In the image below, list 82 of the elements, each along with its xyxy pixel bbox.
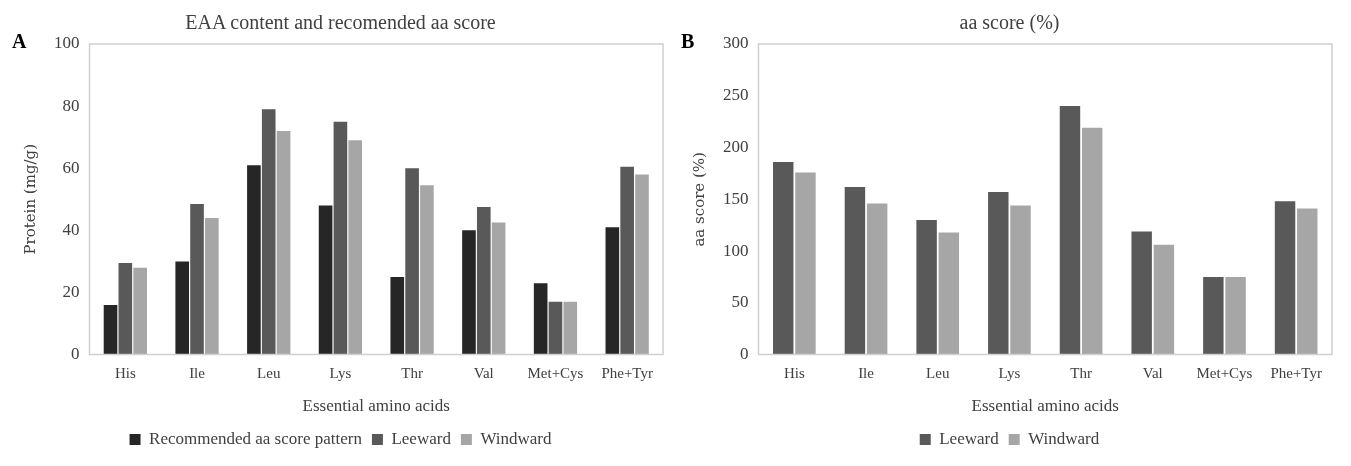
bar — [844, 186, 866, 355]
bar — [261, 109, 276, 355]
x-tick-label: Ile — [858, 364, 875, 381]
bar — [175, 261, 190, 355]
bar — [1297, 208, 1318, 355]
legend-label: Recommended aa score pattern — [149, 428, 363, 448]
bar — [605, 227, 620, 355]
x-tick-label: Val — [473, 364, 494, 381]
legend-label: Leeward — [391, 428, 452, 448]
y-tick-label: 300 — [723, 33, 749, 53]
x-tick-label: Leu — [926, 364, 950, 381]
bar — [1203, 276, 1224, 355]
text: A — [12, 30, 27, 53]
y-tick-label: 60 — [62, 157, 80, 177]
y-axis-title: Protein (mg/g) — [20, 143, 39, 255]
y-tick-label: 200 — [723, 137, 749, 156]
bar — [476, 207, 491, 355]
x-tick-label: Thr — [1070, 364, 1092, 381]
bar — [318, 205, 333, 355]
bar — [133, 267, 147, 355]
x-axis-title: Essential amino acids — [302, 396, 450, 416]
x-tick-label: Lys — [998, 364, 1021, 381]
x-tick-label: Met+Cys — [1196, 364, 1253, 381]
legend-label: Windward — [480, 428, 552, 448]
bar — [420, 185, 434, 355]
bar — [1153, 244, 1175, 355]
bar — [118, 262, 133, 355]
chart-title: aa score (%) — [959, 11, 1060, 35]
bar — [988, 192, 1009, 355]
x-tick-label: His — [783, 364, 805, 381]
bar — [563, 301, 578, 355]
bar — [333, 121, 348, 355]
bar — [103, 304, 118, 355]
bar — [620, 166, 634, 355]
bar — [533, 283, 548, 355]
x-tick-label: Lys — [329, 364, 352, 381]
x-tick-label: Met+Cys — [527, 364, 584, 381]
y-tick-label: 0 — [740, 344, 749, 364]
x-tick-label: Phe+Tyr — [601, 364, 653, 381]
bar — [348, 140, 363, 355]
bar — [405, 168, 419, 355]
legend-label: Windward — [1028, 428, 1100, 448]
y-tick-label: 150 — [723, 188, 749, 208]
bar — [795, 172, 816, 355]
y-tick-label: 20 — [62, 281, 80, 301]
bar — [1081, 127, 1103, 355]
x-tick-label: Ile — [189, 364, 206, 381]
bar — [548, 301, 563, 355]
bar — [1131, 231, 1152, 355]
y-tick-label: 100 — [54, 33, 80, 53]
bar — [938, 232, 960, 355]
bar — [773, 162, 794, 355]
x-tick-label: Val — [1142, 364, 1163, 381]
bar — [205, 217, 219, 355]
y-tick-label: 250 — [723, 85, 749, 105]
y-axis-title: aa score (%) — [689, 152, 708, 247]
bar — [1059, 106, 1081, 355]
y-tick-label: 0 — [71, 344, 80, 364]
bar — [635, 174, 649, 355]
y-tick-label: 50 — [731, 292, 749, 312]
bar — [276, 130, 291, 355]
bar — [866, 203, 888, 355]
bar — [491, 222, 506, 355]
bar — [462, 230, 476, 355]
y-tick-label: 40 — [62, 219, 80, 239]
bar — [1274, 201, 1296, 355]
bar — [1010, 205, 1031, 355]
x-tick-label: Phe+Tyr — [1270, 364, 1322, 381]
x-tick-label: His — [114, 364, 136, 381]
chart-title: EAA content and recomended aa score — [185, 11, 496, 34]
bar — [390, 276, 405, 355]
legend-label: Leeward — [939, 428, 1000, 448]
x-axis-title: Essential amino acids — [971, 396, 1119, 416]
bar — [247, 165, 261, 355]
bar — [916, 220, 937, 355]
x-tick-label: Leu — [257, 364, 281, 381]
bar — [1225, 276, 1246, 355]
y-tick-label: 100 — [723, 240, 749, 260]
x-tick-label: Thr — [401, 364, 423, 381]
text: B — [681, 30, 695, 53]
y-tick-label: 80 — [62, 95, 80, 115]
bar — [190, 203, 204, 355]
